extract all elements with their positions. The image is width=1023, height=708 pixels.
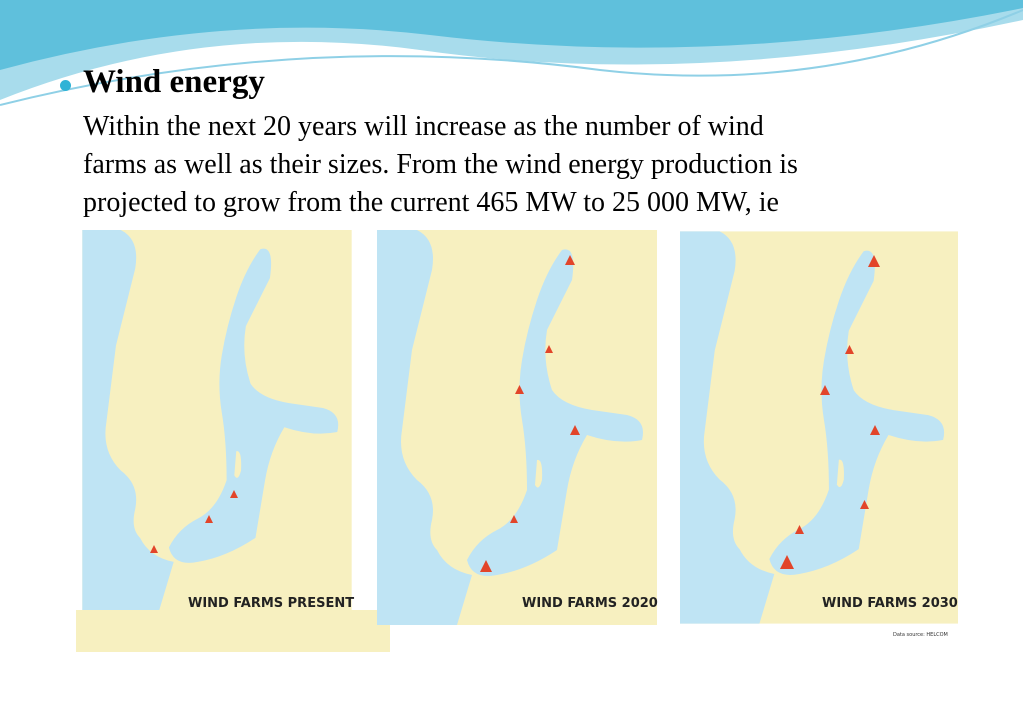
bullet bbox=[60, 80, 71, 91]
map-caption: WIND FARMS PRESENT bbox=[188, 596, 354, 611]
body-text: Within the next 20 years will increase a… bbox=[83, 108, 798, 222]
map-caption: WIND FARMS 2030 bbox=[822, 596, 958, 611]
source-note: Data source: HELCOM bbox=[893, 632, 948, 638]
body-line: farms as well as their sizes. From the w… bbox=[83, 149, 798, 180]
heading: Wind energy bbox=[83, 64, 265, 100]
body-line: Within the next 20 years will increase a… bbox=[83, 111, 764, 142]
map-caption: WIND FARMS 2020 bbox=[522, 596, 658, 611]
body-line: projected to grow from the current 465 M… bbox=[83, 187, 779, 218]
